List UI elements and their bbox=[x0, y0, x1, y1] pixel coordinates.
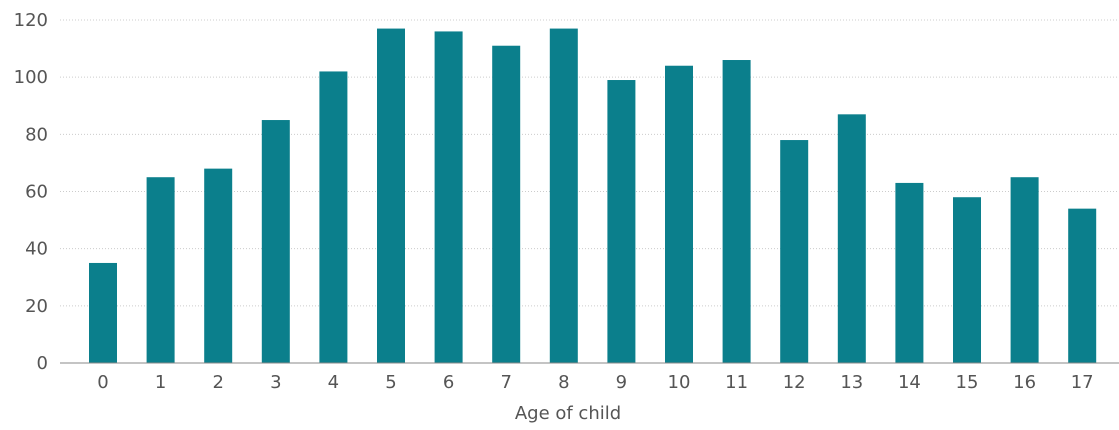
x-tick-label: 11 bbox=[725, 372, 748, 393]
y-tick-label: 100 bbox=[14, 67, 48, 88]
bar bbox=[377, 28, 405, 363]
bar bbox=[549, 28, 578, 363]
x-tick-label: 3 bbox=[270, 372, 281, 393]
x-tick-label: 7 bbox=[500, 372, 511, 393]
y-tick-label: 40 bbox=[25, 239, 48, 260]
bar bbox=[665, 65, 693, 363]
x-tick-label: 4 bbox=[328, 372, 339, 393]
y-tick-label: 20 bbox=[25, 296, 48, 317]
bar bbox=[319, 71, 348, 363]
y-tick-label: 0 bbox=[37, 353, 48, 374]
x-tick-label: 12 bbox=[783, 372, 806, 393]
x-tick-label: 1 bbox=[155, 372, 166, 393]
x-tick-label: 10 bbox=[668, 372, 691, 393]
y-tick-label: 120 bbox=[14, 10, 48, 31]
x-tick-label: 8 bbox=[558, 372, 569, 393]
y-tick-label: 60 bbox=[25, 182, 48, 203]
bar bbox=[1068, 208, 1097, 363]
bar bbox=[492, 45, 521, 363]
x-tick-label: 9 bbox=[616, 372, 627, 393]
bar bbox=[434, 31, 463, 364]
x-tick-label: 14 bbox=[898, 372, 921, 393]
bar bbox=[261, 120, 290, 364]
bar bbox=[146, 177, 175, 363]
x-axis-title: Age of child bbox=[515, 403, 621, 424]
bar bbox=[204, 168, 233, 363]
bar bbox=[953, 197, 981, 363]
bar bbox=[1010, 177, 1039, 363]
grid-lines bbox=[60, 19, 1119, 307]
y-tick-label: 80 bbox=[25, 124, 48, 145]
x-tick-label: 17 bbox=[1071, 372, 1094, 393]
x-tick-labels: 0 1 2 3 4 5 6 7 8 9 10 11 12 13 14 15 16 17 bbox=[97, 372, 1093, 393]
x-tick-label: 13 bbox=[840, 372, 863, 393]
y-tick-labels: 0 20 40 60 80 100 120 bbox=[14, 10, 48, 374]
x-tick-label: 2 bbox=[212, 372, 223, 393]
bar bbox=[837, 114, 866, 363]
x-tick-label: 15 bbox=[956, 372, 979, 393]
bar bbox=[780, 140, 809, 363]
x-tick-label: 0 bbox=[97, 372, 108, 393]
bar bbox=[89, 262, 117, 363]
bar bbox=[607, 80, 636, 364]
bars bbox=[89, 28, 1097, 364]
x-tick-label: 16 bbox=[1013, 372, 1036, 393]
bar bbox=[895, 182, 924, 363]
x-tick-label: 6 bbox=[443, 372, 454, 393]
x-tick-label: 5 bbox=[385, 372, 396, 393]
bar bbox=[722, 60, 751, 364]
